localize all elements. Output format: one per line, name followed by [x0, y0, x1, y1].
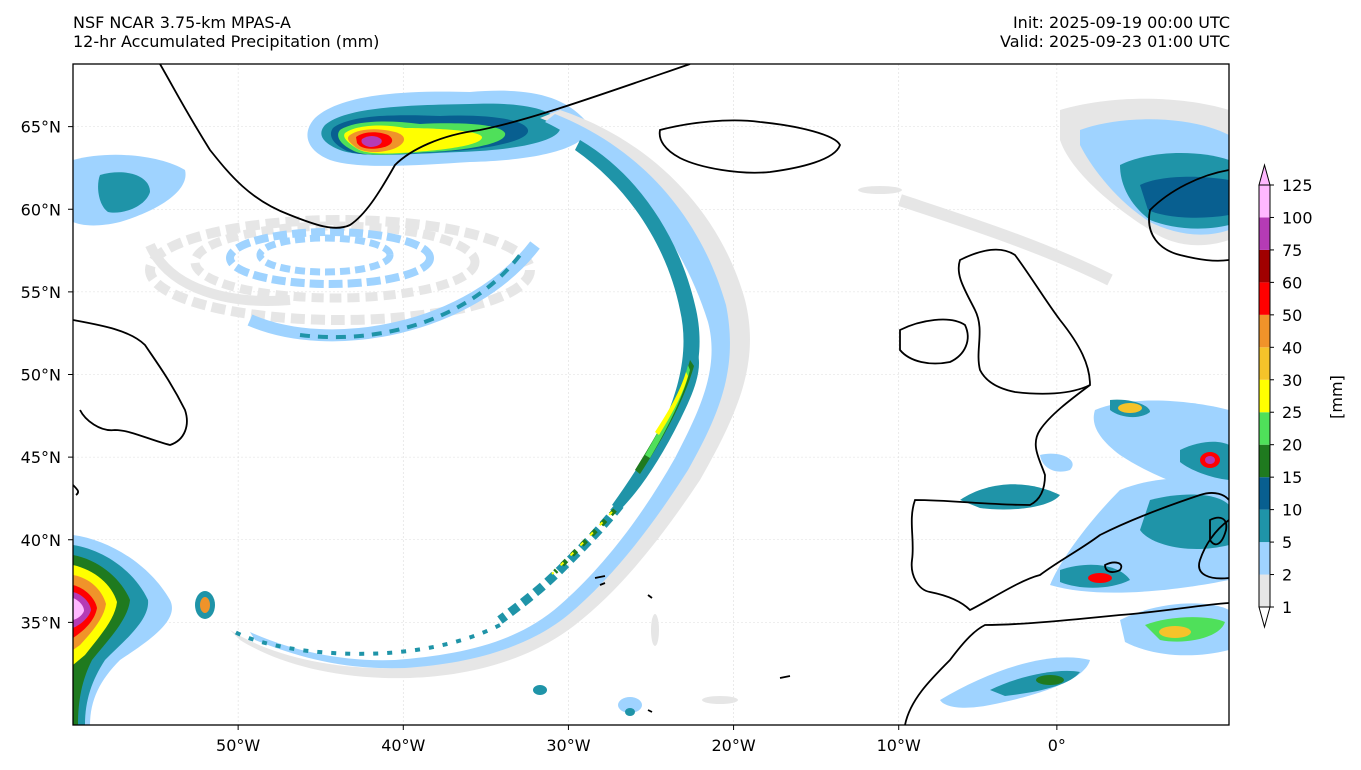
- mallorca-coast: [1104, 561, 1123, 573]
- coastlines: [73, 64, 1229, 725]
- colorbar-segment: [1259, 282, 1270, 315]
- init-time: Init: 2025-09-19 00:00 UTC: [1012, 13, 1230, 32]
- colorbar-tick-label: 5: [1282, 533, 1292, 552]
- cyclone-spiral: [145, 215, 540, 342]
- colorbar-segment: [1259, 574, 1270, 607]
- madeira-canaries: [647, 675, 791, 713]
- colorbar-segment: [1259, 412, 1270, 445]
- colorbar-segment: [1259, 379, 1270, 413]
- colorbar-segment: [1259, 509, 1270, 543]
- ireland-coast: [899, 318, 969, 365]
- colorbar-segment: [1259, 477, 1270, 510]
- lon-tick-label: 10°W: [877, 736, 921, 755]
- colorbar-segment: [1259, 314, 1270, 348]
- europe-precip: [898, 98, 1229, 708]
- colorbar-extend-min: [1258, 606, 1271, 629]
- lat-tick-label: 65°N: [21, 118, 61, 137]
- iceland-coast: [658, 119, 841, 174]
- frontal-band: [230, 110, 750, 679]
- colorbar-tick-label: 20: [1282, 436, 1302, 455]
- precip-field: [73, 90, 1229, 725]
- colorbar-tick-label: 15: [1282, 468, 1302, 487]
- lat-tick-label: 50°N: [21, 366, 61, 385]
- longitude-axis: 50°W 40°W 30°W 20°W 10°W 0°: [216, 725, 1066, 755]
- azores-islands: [594, 575, 653, 599]
- north-africa-coast: [904, 602, 1229, 725]
- great-britain-coast: [957, 248, 1091, 395]
- scattered-showers: [533, 186, 902, 716]
- colorbar-tick-label: 25: [1282, 403, 1302, 422]
- colorbar-segment: [1259, 217, 1270, 250]
- greenland-precip-band: [307, 90, 589, 166]
- norway-coast: [1148, 169, 1229, 262]
- labrador-sea-precip: [73, 154, 186, 226]
- nova-scotia-coast: [73, 484, 80, 496]
- title-block: NSF NCAR 3.75-km MPAS-A 12-hr Accumulate…: [73, 13, 379, 51]
- colorbar-tick-label: 40: [1282, 338, 1302, 357]
- lon-tick-label: 30°W: [546, 736, 590, 755]
- colorbar-unit-label: [mm]: [1327, 375, 1346, 419]
- corsica-sardinia-coast: [1209, 516, 1228, 546]
- lon-tick-label: 20°W: [711, 736, 755, 755]
- colorbar-tick-label: 50: [1282, 306, 1302, 325]
- valid-time: Valid: 2025-09-23 01:00 UTC: [999, 32, 1230, 51]
- colorbar-tick-label: 10: [1282, 501, 1302, 520]
- colorbar-tick-label: 1: [1282, 598, 1292, 617]
- colorbar-tick-label: 75: [1282, 241, 1302, 260]
- colorbar-segment: [1259, 444, 1270, 478]
- colorbar-tick-label: 100: [1282, 208, 1313, 227]
- field-title: 12-hr Accumulated Precipitation (mm): [73, 32, 380, 51]
- greenland-coast: [159, 64, 691, 229]
- colorbar-segment: [1259, 185, 1270, 218]
- colorbar-segment: [1259, 249, 1270, 283]
- italy-coast: [1198, 519, 1229, 580]
- newfoundland-labrador-coast: [73, 319, 188, 446]
- colorbar-segment: [1259, 542, 1270, 575]
- colorbar-extend-max: [1258, 163, 1271, 186]
- subtropical-system: [73, 535, 215, 725]
- time-block: Init: 2025-09-19 00:00 UTC Valid: 2025-0…: [1000, 13, 1230, 51]
- plot-frame: [72, 63, 1230, 726]
- lon-tick-label: 50°W: [216, 736, 260, 755]
- latitude-axis: 65°N 60°N 55°N 50°N 45°N 40°N 35°N: [21, 118, 73, 632]
- lon-tick-label: 0°: [1048, 736, 1066, 755]
- lat-tick-label: 35°N: [21, 613, 61, 632]
- colorbar-tick-label: 2: [1282, 566, 1292, 585]
- model-title: NSF NCAR 3.75-km MPAS-A: [73, 13, 291, 32]
- colorbar-segment: [1259, 347, 1270, 380]
- lon-tick-label: 40°W: [381, 736, 425, 755]
- colorbar-frame: [1258, 184, 1271, 608]
- lat-tick-label: 40°N: [21, 531, 61, 550]
- colorbar-tick-label: 60: [1282, 273, 1302, 292]
- colorbar-tick-label: 125: [1282, 176, 1313, 195]
- lat-tick-label: 45°N: [21, 448, 61, 467]
- lat-tick-label: 55°N: [21, 283, 61, 302]
- lat-tick-label: 60°N: [21, 200, 61, 219]
- colorbar-tick-label: 30: [1282, 371, 1302, 390]
- france-spain-coast: [910, 384, 1229, 612]
